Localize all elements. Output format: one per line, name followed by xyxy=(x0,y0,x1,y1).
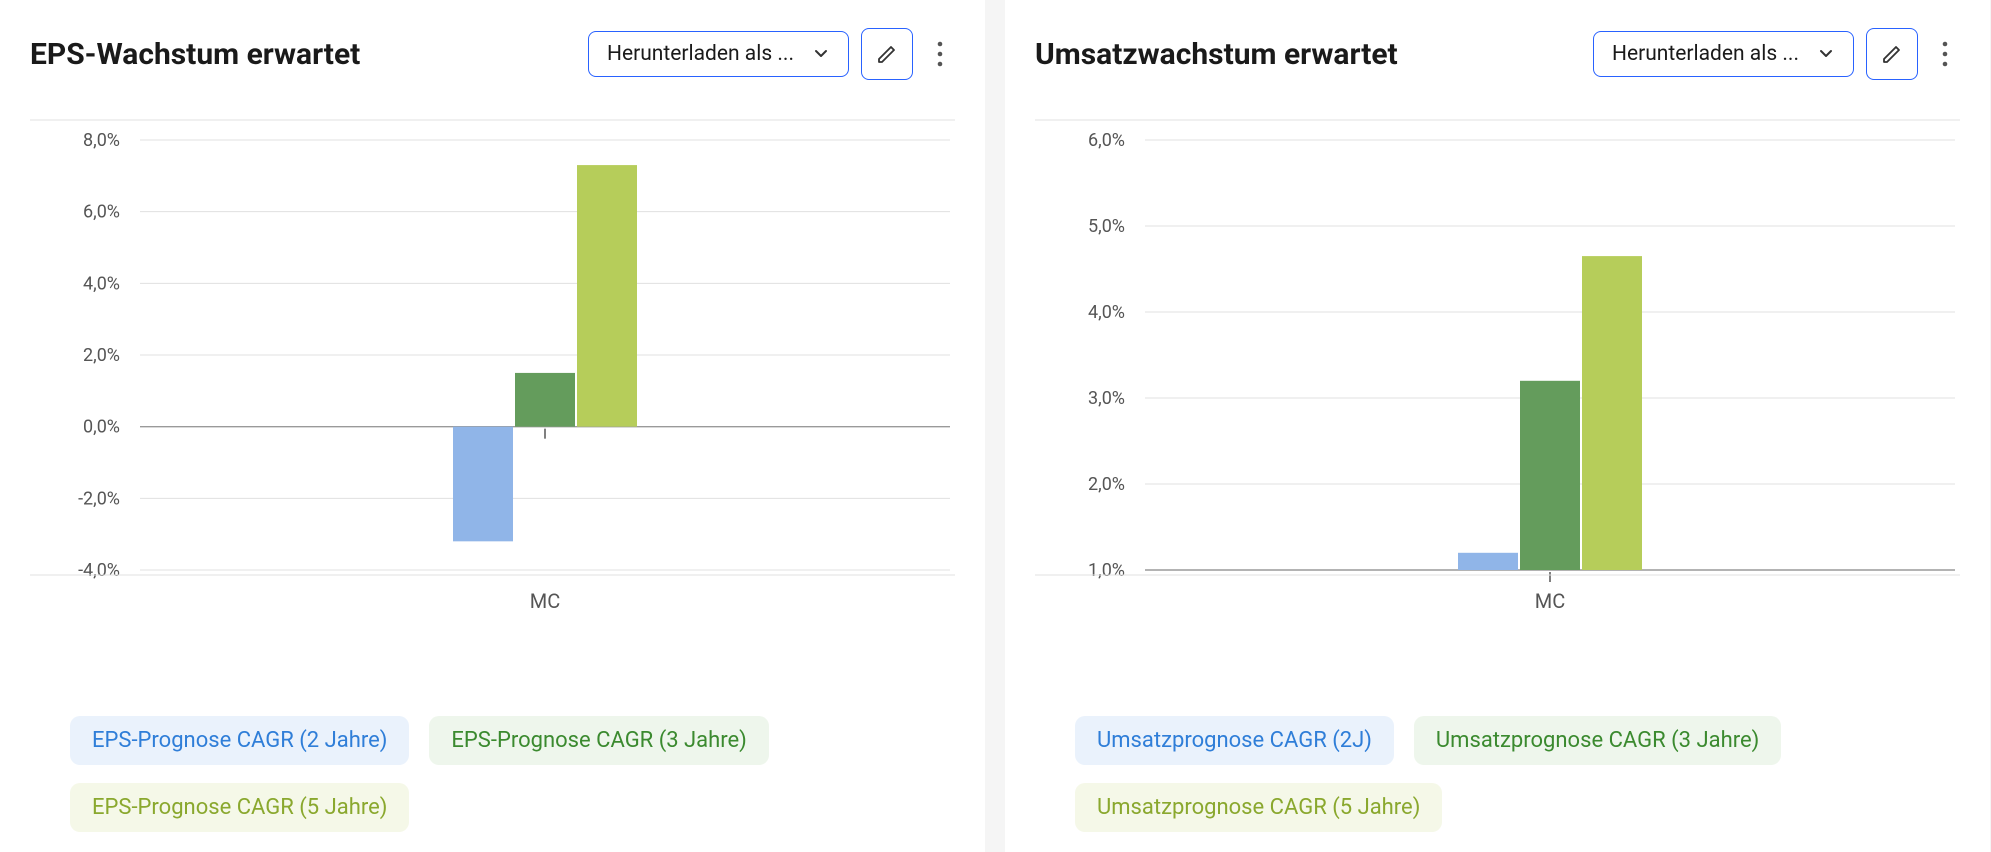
legend-item[interactable]: Umsatzprognose CAGR (2J) xyxy=(1075,716,1394,765)
svg-text:0,0%: 0,0% xyxy=(83,417,120,438)
panel-controls: Herunterladen als ... xyxy=(1593,28,1960,80)
edit-button[interactable] xyxy=(861,28,913,80)
more-options-button[interactable] xyxy=(1930,28,1960,80)
svg-text:5,0%: 5,0% xyxy=(1088,216,1125,237)
chart-bar[interactable] xyxy=(577,165,637,427)
eps-chart: -4,0% -2,0% 0,0% 2,0% 4,0% 6,0% 8,0% MC xyxy=(30,110,955,691)
chart-bar[interactable] xyxy=(453,427,513,542)
legend-item[interactable]: EPS-Prognose CAGR (2 Jahre) xyxy=(70,716,409,765)
svg-text:MC: MC xyxy=(1535,589,1565,613)
download-button[interactable]: Herunterladen als ... xyxy=(588,31,849,77)
legend-item[interactable]: EPS-Prognose CAGR (3 Jahre) xyxy=(429,716,768,765)
svg-text:6,0%: 6,0% xyxy=(83,202,120,223)
panel-title: EPS-Wachstum erwartet xyxy=(30,37,360,72)
download-label: Herunterladen als ... xyxy=(1612,42,1799,66)
svg-text:-4,0%: -4,0% xyxy=(78,560,120,581)
eps-legend: EPS-Prognose CAGR (2 Jahre) EPS-Prognose … xyxy=(30,716,955,832)
chevron-down-icon xyxy=(812,47,830,61)
download-button[interactable]: Herunterladen als ... xyxy=(1593,31,1854,77)
revenue-legend: Umsatzprognose CAGR (2J) Umsatzprognose C… xyxy=(1035,716,1960,832)
svg-text:MC: MC xyxy=(530,589,560,613)
legend-item[interactable]: Umsatzprognose CAGR (3 Jahre) xyxy=(1414,716,1781,765)
svg-text:3,0%: 3,0% xyxy=(1088,388,1125,409)
legend-item[interactable]: EPS-Prognose CAGR (5 Jahre) xyxy=(70,783,409,832)
svg-text:1,0%: 1,0% xyxy=(1088,560,1125,581)
revenue-chart: 1,0% 2,0% 3,0% 4,0% 5,0% 6,0% MC xyxy=(1035,110,1960,691)
pencil-icon xyxy=(875,42,899,66)
edit-button[interactable] xyxy=(1866,28,1918,80)
chart-bar[interactable] xyxy=(515,373,575,427)
svg-text:6,0%: 6,0% xyxy=(1088,130,1125,151)
chart-bar[interactable] xyxy=(1520,381,1580,570)
more-options-button[interactable] xyxy=(925,28,955,80)
download-label: Herunterladen als ... xyxy=(607,42,794,66)
dots-vertical-icon xyxy=(1942,41,1948,67)
svg-text:8,0%: 8,0% xyxy=(83,130,120,151)
panel-header: Umsatzwachstum erwartet Herunterladen al… xyxy=(1035,28,1960,80)
chevron-down-icon xyxy=(1817,47,1835,61)
svg-text:4,0%: 4,0% xyxy=(83,273,120,294)
legend-item[interactable]: Umsatzprognose CAGR (5 Jahre) xyxy=(1075,783,1442,832)
dots-vertical-icon xyxy=(937,41,943,67)
chart-bar[interactable] xyxy=(1582,256,1642,570)
revenue-growth-panel: Umsatzwachstum erwartet Herunterladen al… xyxy=(1005,0,1990,852)
svg-text:2,0%: 2,0% xyxy=(1088,474,1125,495)
chart-bar[interactable] xyxy=(1458,553,1518,570)
eps-growth-panel: EPS-Wachstum erwartet Herunterladen als … xyxy=(0,0,985,852)
panel-title: Umsatzwachstum erwartet xyxy=(1035,37,1398,72)
panel-header: EPS-Wachstum erwartet Herunterladen als … xyxy=(30,28,955,80)
svg-text:4,0%: 4,0% xyxy=(1088,302,1125,323)
panel-controls: Herunterladen als ... xyxy=(588,28,955,80)
svg-text:2,0%: 2,0% xyxy=(83,345,120,366)
pencil-icon xyxy=(1880,42,1904,66)
svg-text:-2,0%: -2,0% xyxy=(78,488,120,509)
